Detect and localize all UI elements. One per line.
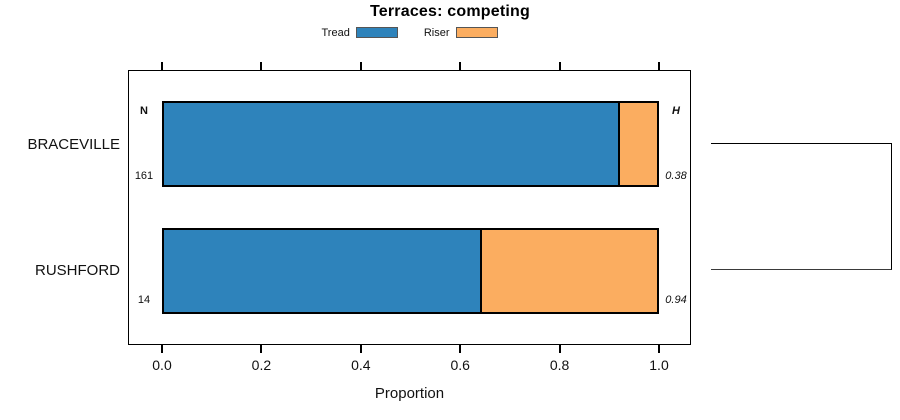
chart-legend: Tread Riser [128,25,691,40]
x-tick-bottom [459,345,462,353]
h-column-header: H [672,105,680,117]
legend-label-riser: Riser [423,26,450,39]
x-tick-label: 0.0 [152,357,172,373]
legend-swatch-tread [355,27,398,38]
x-tick-label: 0.2 [251,357,272,373]
bar-braceville-tread-segment [164,103,620,185]
x-tick-label: 1.0 [649,357,669,373]
x-tick-top [658,62,660,70]
legend-item-riser: Riser [424,27,498,39]
x-tick-top [161,62,163,70]
chart-title: Terraces: competing [370,3,530,20]
x-tick-top [359,62,362,70]
bar-rushford [162,228,659,314]
x-tick-bottom [260,345,263,353]
x-tick-bottom [558,345,561,353]
x-axis-label: Proportion [374,385,445,402]
x-tick-label: 0.8 [549,357,570,373]
legend-label-tread: Tread [321,26,350,39]
x-tick-top [459,62,462,70]
h-value-braceville: 0.38 [665,170,687,182]
plot-box [128,70,691,345]
x-tick-bottom [658,345,660,353]
bar-braceville [162,101,659,187]
n-value-rushford: 14 [137,294,151,306]
x-tick-bottom [359,345,362,353]
legend-item-tread: Tread [322,27,398,39]
x-tick-label: 0.4 [351,357,371,373]
h-value-rushford: 0.94 [665,294,687,306]
x-tick-top [260,62,263,70]
category-label-rushford: RUSHFORD [35,262,120,279]
x-tick-label: 0.6 [450,357,470,373]
bar-rushford-tread-segment [164,230,482,312]
x-tick-top [558,62,561,70]
category-label-braceville: BRACEVILLE [27,136,120,153]
n-value-braceville: 161 [134,170,154,182]
n-column-header: N [140,105,148,117]
legend-swatch-riser [455,27,498,38]
x-tick-bottom [161,345,163,353]
cluster-bracket [711,143,892,270]
